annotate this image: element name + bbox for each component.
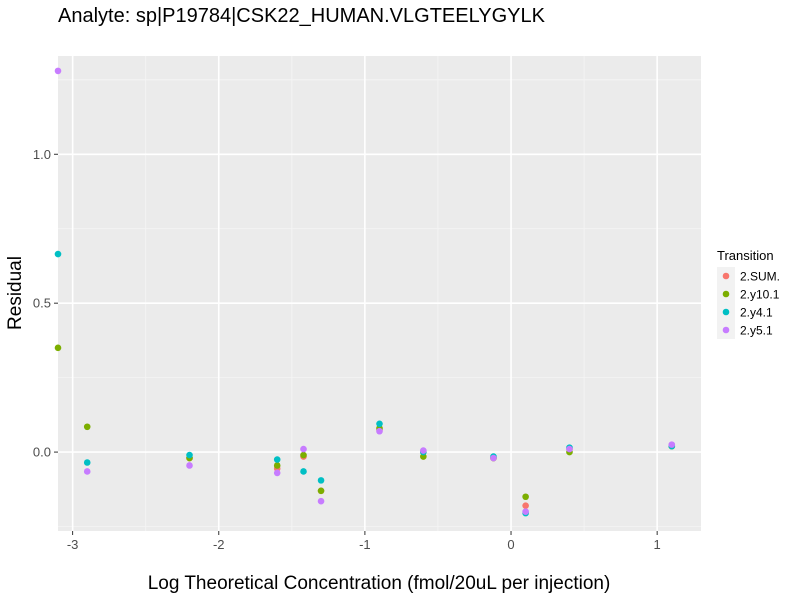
axis-ticks: -3 -2 -1 0 1 0.0 0.5 1.0 — [33, 147, 661, 552]
data-point — [376, 427, 383, 435]
data-point — [522, 493, 529, 501]
data-point — [83, 423, 91, 431]
data-point — [83, 459, 91, 466]
data-point — [300, 445, 307, 453]
data-point — [668, 441, 676, 448]
y-tick-label: 0.0 — [33, 445, 51, 460]
data-points — [54, 67, 676, 517]
data-point — [273, 462, 281, 469]
legend-label: 2.y5.1 — [740, 324, 773, 338]
data-point — [522, 502, 529, 509]
x-tick-label: -2 — [213, 537, 225, 552]
x-tick-label: -1 — [359, 537, 371, 552]
data-point — [186, 462, 193, 469]
data-point — [522, 508, 529, 515]
x-tick-label: 1 — [654, 537, 661, 552]
data-point — [317, 497, 325, 505]
data-point — [186, 451, 193, 459]
legend: Transition 2.SUM. 2.y10.1 2.y4.1 2.y5.1 — [717, 248, 780, 339]
data-point — [317, 477, 325, 484]
legend-label: 2.SUM. — [740, 270, 780, 284]
chart-title: Analyte: sp|P19784|CSK22_HUMAN.VLGTEELYG… — [58, 5, 546, 27]
x-axis-title: Log Theoretical Concentration (fmol/20uL… — [148, 573, 611, 594]
legend-marker — [722, 308, 730, 316]
data-point — [54, 67, 62, 75]
legend-title: Transition — [717, 248, 774, 263]
legend-marker — [722, 290, 730, 298]
x-tick-label: -3 — [67, 537, 79, 552]
data-point — [273, 456, 281, 463]
legend-marker — [722, 326, 730, 334]
legend-marker — [722, 272, 730, 280]
grid-minor — [58, 56, 701, 531]
data-point — [300, 451, 307, 459]
data-point — [317, 487, 325, 495]
data-point — [490, 454, 497, 462]
data-point — [54, 250, 62, 258]
data-point — [54, 344, 62, 352]
data-point — [273, 469, 281, 477]
y-tick-label: 0.5 — [33, 296, 51, 311]
plot-panel — [58, 56, 701, 531]
data-point — [420, 447, 427, 454]
y-axis-title: Residual — [5, 256, 26, 330]
y-tick-label: 1.0 — [33, 147, 51, 162]
legend-label: 2.y10.1 — [740, 288, 780, 302]
data-point — [300, 468, 307, 475]
data-point — [566, 445, 573, 453]
grid-major — [58, 56, 701, 531]
data-point — [83, 468, 91, 475]
data-point — [376, 420, 383, 428]
x-tick-label: 0 — [507, 537, 514, 552]
legend-label: 2.y4.1 — [740, 306, 773, 320]
